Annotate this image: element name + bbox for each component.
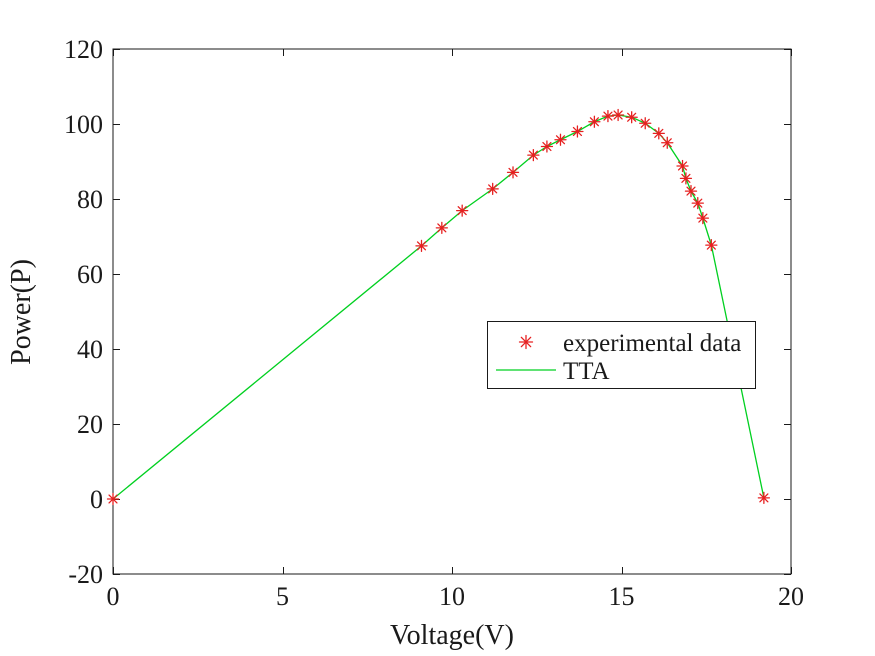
x-tick-label: 0 [107, 582, 120, 611]
x-tick-label: 10 [439, 582, 465, 611]
data-point-marker [527, 148, 540, 162]
data-point-marker [601, 109, 615, 123]
data-point-marker [676, 159, 689, 173]
data-point-marker [456, 204, 469, 217]
tta-line [112, 114, 765, 500]
y-axis-label: Power(P) [6, 259, 37, 365]
data-point-marker [625, 111, 638, 124]
data-point-marker [661, 136, 674, 149]
y-tick-label: 40 [77, 335, 103, 364]
data-point-marker [435, 221, 448, 235]
data-point-marker [588, 115, 601, 128]
x-tick-label: 15 [609, 582, 635, 611]
axes-box [112, 48, 792, 575]
data-point-marker [571, 125, 584, 138]
data-point-marker [554, 133, 567, 146]
y-tick-label: 100 [64, 110, 103, 139]
experimental-data-layer [106, 108, 771, 506]
data-point-marker [757, 491, 771, 505]
legend-box [487, 321, 756, 389]
data-point-marker [684, 184, 698, 198]
y-tick-label: 0 [90, 485, 103, 514]
data-point-marker [486, 182, 499, 196]
y-tick-label: 80 [77, 185, 103, 214]
legend-label-experimental-data: experimental data [563, 330, 741, 357]
data-point-marker [679, 172, 693, 185]
data-point-marker [506, 166, 520, 179]
data-point-marker [639, 117, 652, 130]
data-point-marker [540, 140, 554, 153]
data-point-marker [652, 127, 665, 140]
y-tick-label: 60 [77, 260, 103, 289]
y-tick-label: -20 [68, 560, 103, 589]
y-tick-label: 120 [64, 35, 103, 64]
data-point-marker [696, 211, 710, 225]
legend-symbols [496, 334, 556, 371]
data-point-marker [611, 108, 625, 122]
data-point-marker [691, 196, 704, 210]
x-tick-label: 5 [276, 582, 289, 611]
y-tick-label: 20 [77, 410, 103, 439]
data-point-marker [415, 239, 428, 253]
data-point-marker [106, 492, 120, 506]
data-point-marker [705, 238, 718, 252]
legend-label-tta: TTA [563, 358, 610, 385]
legend: experimental data TTA [487, 321, 756, 389]
x-axis-label: Voltage(V) [390, 620, 514, 651]
tta-line-layer [112, 114, 765, 500]
legend-asterisk-marker [518, 334, 534, 350]
x-tick-label: 20 [778, 582, 804, 611]
